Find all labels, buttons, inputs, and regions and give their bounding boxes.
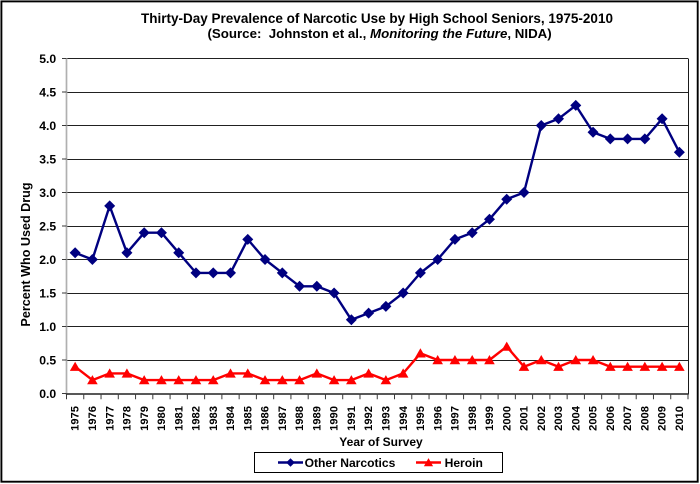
svg-text:3.0: 3.0 [39,186,56,200]
svg-text:2010: 2010 [674,406,686,431]
svg-text:0.0: 0.0 [39,387,56,401]
svg-text:1982: 1982 [191,406,203,431]
svg-text:1988: 1988 [294,406,306,431]
svg-text:1981: 1981 [173,406,185,431]
svg-text:1976: 1976 [87,406,99,431]
svg-text:1999: 1999 [484,406,496,431]
svg-text:2008: 2008 [639,406,651,431]
svg-text:1989: 1989 [311,406,323,431]
svg-text:2000: 2000 [501,406,513,431]
svg-text:1985: 1985 [242,406,254,431]
svg-text:1984: 1984 [225,405,237,431]
svg-text:Year of Survey: Year of Survey [339,435,423,449]
svg-text:2007: 2007 [622,406,634,431]
svg-text:1995: 1995 [415,406,427,431]
svg-text:4.0: 4.0 [39,119,56,133]
svg-text:2006: 2006 [605,406,617,431]
svg-text:Other Narcotics: Other Narcotics [305,456,396,470]
svg-text:2004: 2004 [570,405,582,431]
svg-text:Thirty-Day Prevalence of Narco: Thirty-Day Prevalence of Narcotic Use by… [141,11,613,26]
svg-text:Percent Who Used Drug: Percent Who Used Drug [19,182,33,326]
svg-text:2.5: 2.5 [39,219,56,233]
svg-text:2009: 2009 [657,406,669,431]
svg-text:1.5: 1.5 [39,286,56,300]
svg-text:1997: 1997 [450,406,462,431]
svg-text:Heroin: Heroin [445,456,483,470]
svg-text:2.0: 2.0 [39,253,56,267]
svg-text:1977: 1977 [104,406,116,431]
svg-text:5.0: 5.0 [39,52,56,66]
svg-text:1980: 1980 [156,406,168,431]
svg-text:1986: 1986 [260,406,272,431]
svg-text:1991: 1991 [346,406,358,431]
svg-text:2001: 2001 [519,406,531,431]
svg-text:1990: 1990 [329,406,341,431]
svg-text:(Source: Johnston et al., Mon: (Source: Johnston et al., Monitoring the… [207,26,551,41]
svg-text:2003: 2003 [553,406,565,431]
svg-text:2005: 2005 [588,406,600,431]
svg-text:1996: 1996 [432,406,444,431]
svg-text:3.5: 3.5 [39,152,56,166]
svg-text:1983: 1983 [208,406,220,431]
svg-text:1992: 1992 [363,406,375,431]
svg-text:1.0: 1.0 [39,320,56,334]
svg-text:4.5: 4.5 [39,85,56,99]
svg-text:2002: 2002 [536,406,548,431]
svg-text:1993: 1993 [380,406,392,431]
svg-text:1978: 1978 [122,406,134,431]
svg-text:0.5: 0.5 [39,353,56,367]
svg-text:1998: 1998 [467,406,479,431]
svg-text:1987: 1987 [277,406,289,431]
svg-text:1979: 1979 [139,406,151,431]
svg-text:1994: 1994 [398,405,410,431]
svg-text:1975: 1975 [70,406,82,431]
